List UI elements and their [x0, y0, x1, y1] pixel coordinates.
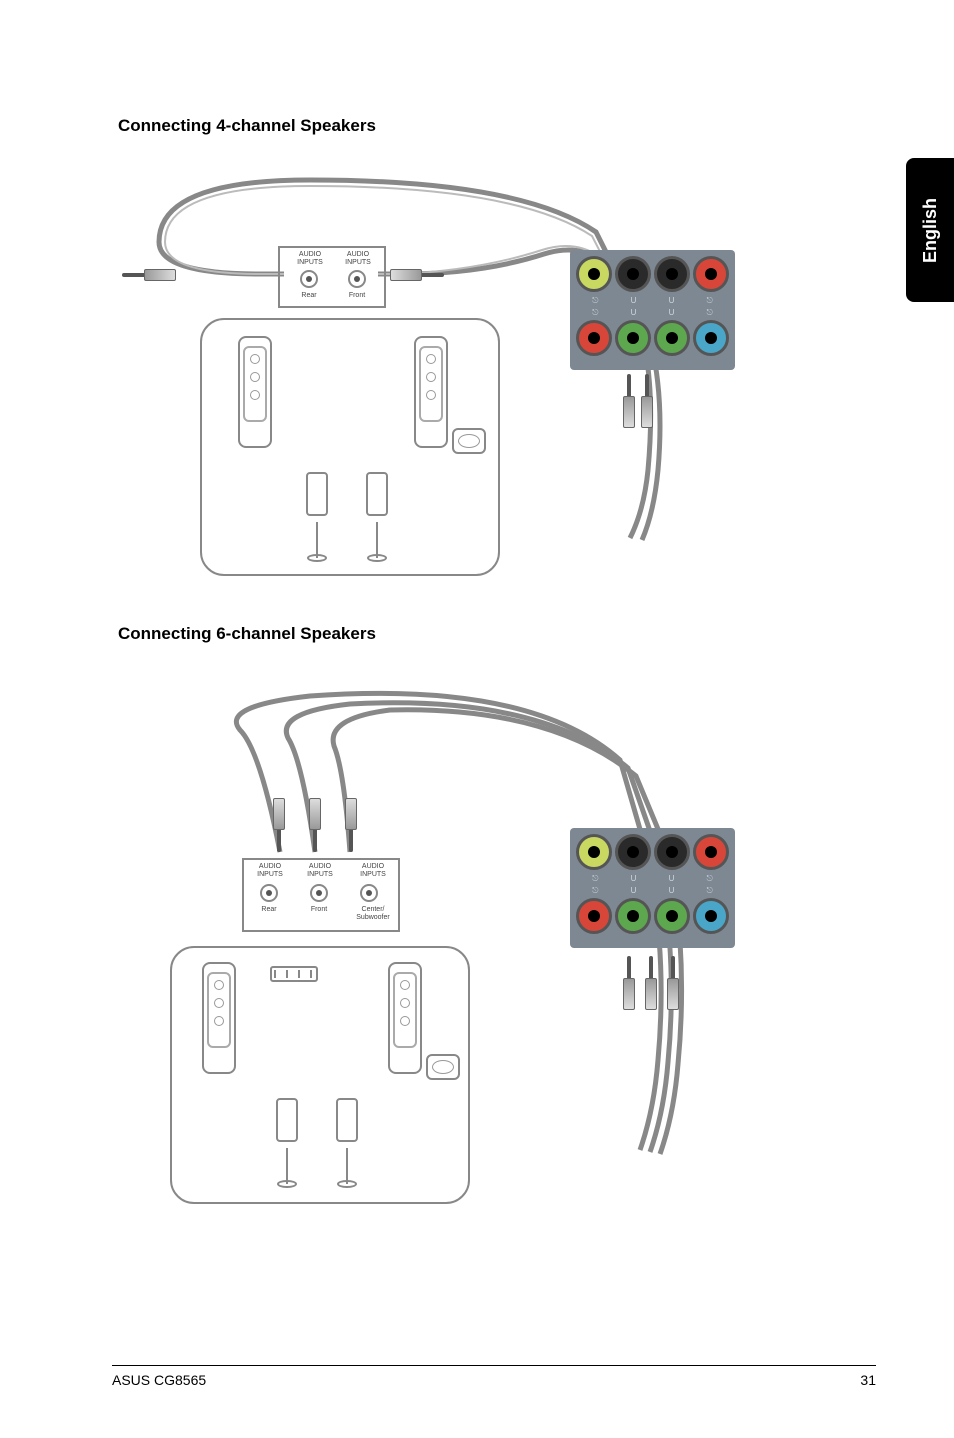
- jack-port: [693, 256, 729, 292]
- plug-icon: [306, 798, 324, 856]
- amp-lbl: Subwoofer: [344, 914, 402, 921]
- plug-icon: [342, 798, 360, 856]
- jack-port: [693, 320, 729, 356]
- subwoofer-icon: [452, 428, 486, 454]
- amp-lbl: Rear: [294, 292, 324, 299]
- jack-port: [654, 834, 690, 870]
- jack-lbl: U: [669, 886, 675, 896]
- jack-lbl: U: [631, 296, 637, 306]
- diagram-6ch: AUDIO INPUTS AUDIO INPUTS AUDIO INPUTS R…: [110, 660, 760, 1220]
- amp-jack-front: [348, 270, 366, 288]
- plug-icon: [118, 266, 176, 284]
- language-tab-label: English: [920, 197, 941, 262]
- amp-lbl: INPUTS: [290, 259, 330, 266]
- plug-icon: [390, 266, 448, 284]
- jack-port: [576, 834, 612, 870]
- amp-lbl: Rear: [254, 906, 284, 913]
- language-tab: English: [906, 158, 954, 302]
- center-speaker: [270, 966, 318, 982]
- amp-box-6ch: AUDIO INPUTS AUDIO INPUTS AUDIO INPUTS R…: [242, 858, 400, 932]
- satellite-base: [307, 554, 327, 562]
- jack-lbl: U: [669, 308, 675, 318]
- jack-port: [576, 320, 612, 356]
- jack-port: [693, 834, 729, 870]
- jack-lbl: U: [669, 874, 675, 884]
- amp-lbl: INPUTS: [338, 259, 378, 266]
- speaker-tower: [388, 962, 422, 1074]
- satellite-base: [277, 1180, 297, 1188]
- amp-lbl: AUDIO: [338, 251, 378, 258]
- amp-lbl: AUDIO: [250, 863, 290, 870]
- jack-lbl: U: [631, 308, 637, 318]
- satellite-speaker: [336, 1098, 358, 1142]
- diagram-4ch: AUDIO INPUTS AUDIO INPUTS Rear Front: [110, 150, 760, 590]
- plug-icon: [620, 370, 638, 428]
- amp-lbl: INPUTS: [250, 871, 290, 878]
- speaker-tower: [202, 962, 236, 1074]
- amp-lbl: AUDIO: [290, 251, 330, 258]
- amp-jack: [360, 884, 378, 902]
- subwoofer-icon: [426, 1054, 460, 1080]
- amp-jack: [260, 884, 278, 902]
- heading-4ch: Connecting 4-channel Speakers: [118, 116, 376, 136]
- jack-port: [654, 320, 690, 356]
- jack-port: [615, 256, 651, 292]
- footer-model: ASUS CG8565: [112, 1372, 206, 1388]
- jack-lbl: U: [631, 874, 637, 884]
- amp-jack-rear: [300, 270, 318, 288]
- pc-jack-panel: ⎋UU⎋ ⎋UU⎋: [570, 250, 735, 370]
- amp-box-4ch: AUDIO INPUTS AUDIO INPUTS Rear Front: [278, 246, 386, 308]
- jack-port: [576, 898, 612, 934]
- jack-lbl: U: [669, 296, 675, 306]
- amp-lbl: AUDIO: [300, 863, 340, 870]
- satellite-speaker: [366, 472, 388, 516]
- amp-lbl: Front: [342, 292, 372, 299]
- jack-port: [576, 256, 612, 292]
- speaker-tower: [414, 336, 448, 448]
- footer-page: 31: [860, 1372, 876, 1388]
- satellite-speaker: [306, 472, 328, 516]
- amp-lbl: Front: [304, 906, 334, 913]
- jack-port: [615, 320, 651, 356]
- plug-icon: [638, 370, 656, 428]
- heading-6ch: Connecting 6-channel Speakers: [118, 624, 376, 644]
- amp-lbl: AUDIO: [350, 863, 396, 870]
- plug-icon: [664, 952, 682, 1010]
- amp-lbl: Center/: [348, 906, 398, 913]
- satellite-base: [337, 1180, 357, 1188]
- jack-port: [693, 898, 729, 934]
- plug-icon: [270, 798, 288, 856]
- jack-port: [615, 898, 651, 934]
- satellite-base: [367, 554, 387, 562]
- amp-jack: [310, 884, 328, 902]
- plug-icon: [620, 952, 638, 1010]
- pc-jack-panel: ⎋UU⎋ ⎋UU⎋: [570, 828, 735, 948]
- jack-port: [654, 898, 690, 934]
- speaker-tower: [238, 336, 272, 448]
- jack-port: [654, 256, 690, 292]
- footer-rule: [112, 1365, 876, 1366]
- amp-lbl: INPUTS: [300, 871, 340, 878]
- satellite-speaker: [276, 1098, 298, 1142]
- jack-port: [615, 834, 651, 870]
- jack-lbl: U: [631, 886, 637, 896]
- plug-icon: [642, 952, 660, 1010]
- amp-lbl: INPUTS: [350, 871, 396, 878]
